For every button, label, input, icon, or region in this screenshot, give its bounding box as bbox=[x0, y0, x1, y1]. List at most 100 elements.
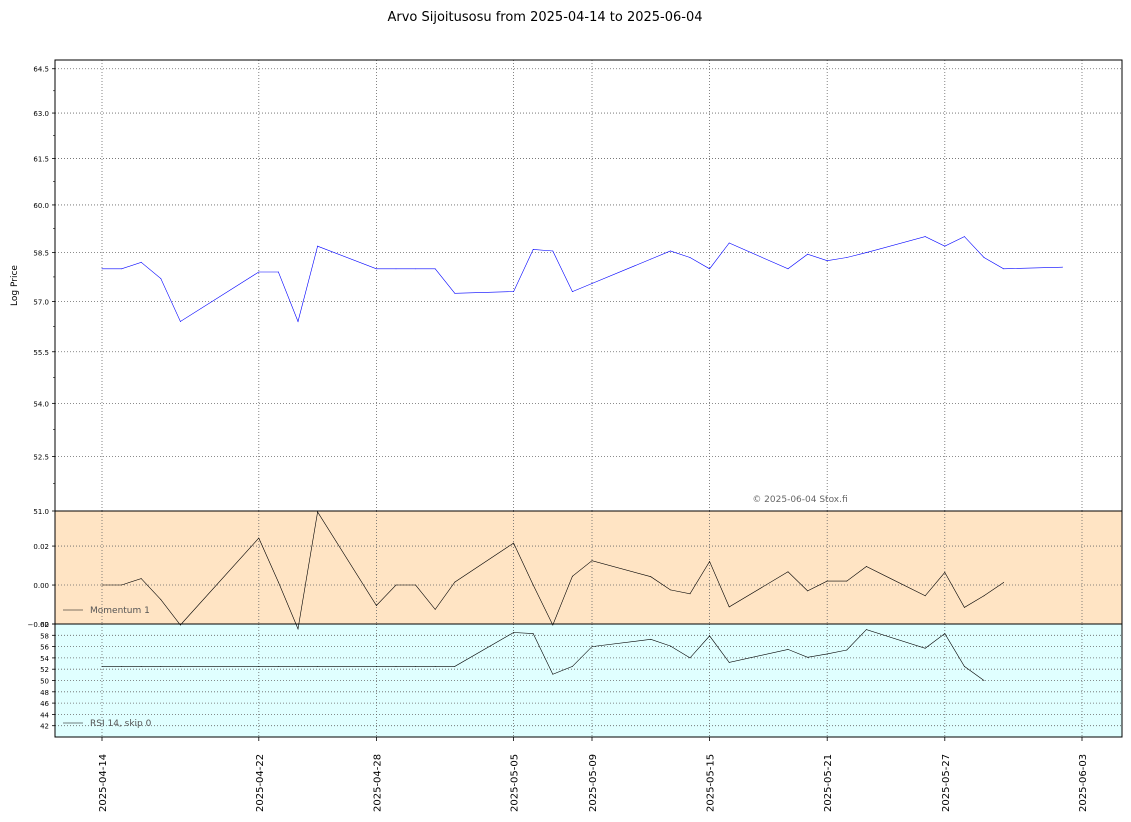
data-point bbox=[709, 635, 710, 637]
data-point bbox=[983, 257, 985, 258]
data-point bbox=[376, 666, 377, 667]
data-point bbox=[395, 584, 397, 586]
data-point bbox=[964, 607, 965, 608]
y-tick-label: 50 bbox=[40, 678, 49, 686]
data-point bbox=[552, 624, 554, 626]
data-point bbox=[944, 572, 946, 573]
data-point bbox=[591, 283, 593, 284]
y-tick-label: 64.5 bbox=[33, 66, 49, 74]
panel-3-frame bbox=[54, 623, 1123, 738]
data-point bbox=[787, 649, 789, 650]
data-point bbox=[532, 249, 534, 250]
x-tick-label: 2025-05-21 bbox=[823, 754, 834, 812]
y-tick-label: 63.0 bbox=[33, 110, 49, 118]
data-point bbox=[258, 537, 260, 539]
y-tick-label: 48 bbox=[40, 689, 49, 697]
data-point bbox=[572, 291, 573, 292]
data-point bbox=[591, 646, 593, 647]
y-tick-label: 0.00 bbox=[33, 582, 49, 590]
data-point bbox=[434, 609, 436, 610]
y-tick-label: 56 bbox=[40, 644, 49, 652]
data-point bbox=[1003, 582, 1004, 583]
data-point bbox=[121, 666, 122, 667]
data-point bbox=[278, 666, 279, 667]
data-point bbox=[924, 647, 926, 649]
data-point bbox=[552, 250, 554, 252]
data-point bbox=[140, 578, 142, 579]
y-tick-label: 58 bbox=[40, 632, 49, 640]
data-point bbox=[101, 666, 103, 667]
data-point bbox=[395, 666, 397, 667]
data-point bbox=[1003, 268, 1004, 270]
data-point bbox=[709, 561, 710, 562]
y-tick-label: 0.02 bbox=[33, 543, 49, 551]
data-point bbox=[317, 245, 318, 247]
data-point bbox=[160, 599, 162, 600]
data-point bbox=[376, 605, 377, 606]
data-point bbox=[513, 291, 514, 292]
x-tick-label: 2025-04-22 bbox=[255, 754, 266, 812]
x-tick-label: 2025-05-27 bbox=[941, 754, 952, 812]
data-point bbox=[866, 252, 867, 254]
legend-label: Momentum 1 bbox=[90, 606, 150, 616]
y-tick-label: 52 bbox=[40, 666, 49, 674]
x-tick-label: 2025-04-28 bbox=[372, 754, 383, 812]
data-point bbox=[454, 666, 456, 667]
data-point bbox=[846, 257, 848, 258]
data-point bbox=[317, 666, 318, 667]
data-point bbox=[278, 271, 279, 273]
data-point bbox=[826, 580, 828, 582]
data-point bbox=[807, 590, 808, 592]
data-point bbox=[121, 268, 122, 270]
chart-title: Arvo Sijoitusosu from 2025-04-14 to 2025… bbox=[387, 10, 702, 25]
data-point bbox=[689, 257, 691, 258]
y-tick-label: −0.02 bbox=[28, 621, 49, 629]
y-tick-label: 60 bbox=[40, 621, 49, 629]
data-point bbox=[826, 260, 828, 262]
data-point bbox=[846, 580, 848, 582]
data-point bbox=[297, 666, 299, 667]
data-point bbox=[180, 624, 181, 626]
data-point bbox=[1062, 266, 1063, 268]
data-point bbox=[297, 321, 299, 322]
panel-2-background bbox=[55, 511, 1122, 624]
data-point bbox=[532, 584, 534, 586]
data-point bbox=[395, 268, 397, 270]
data-point bbox=[572, 575, 573, 577]
y-tick-label: 61.5 bbox=[33, 155, 49, 163]
data-point bbox=[964, 666, 965, 667]
data-point bbox=[180, 321, 181, 322]
y-tick-label: 55.5 bbox=[33, 349, 49, 357]
data-point bbox=[728, 606, 730, 608]
data-point bbox=[983, 595, 985, 597]
data-point bbox=[140, 261, 142, 263]
y-tick-label: 60.0 bbox=[33, 202, 49, 210]
data-point bbox=[787, 268, 789, 270]
y-tick-label: 51.0 bbox=[33, 508, 49, 516]
data-point bbox=[689, 657, 691, 659]
x-tick-label: 2025-05-15 bbox=[706, 754, 717, 812]
data-point bbox=[434, 268, 436, 270]
data-point bbox=[670, 250, 671, 252]
data-point bbox=[728, 662, 730, 663]
x-tick-label: 2025-06-03 bbox=[1078, 754, 1089, 812]
x-tick-label: 2025-05-09 bbox=[588, 754, 599, 812]
data-point bbox=[258, 666, 260, 667]
y-tick-label: 54 bbox=[40, 655, 49, 663]
data-point bbox=[121, 584, 122, 586]
data-point bbox=[101, 584, 103, 586]
panel-1-background bbox=[55, 60, 1122, 511]
data-point bbox=[650, 638, 652, 640]
data-point bbox=[552, 673, 554, 675]
data-point bbox=[944, 245, 946, 247]
data-point bbox=[513, 542, 514, 544]
data-point bbox=[924, 595, 926, 597]
data-point bbox=[415, 268, 416, 270]
data-point bbox=[670, 589, 671, 591]
data-point bbox=[278, 581, 279, 583]
data-point bbox=[415, 584, 416, 586]
data-point bbox=[160, 278, 162, 279]
data-point bbox=[826, 653, 828, 655]
data-point bbox=[924, 236, 926, 238]
